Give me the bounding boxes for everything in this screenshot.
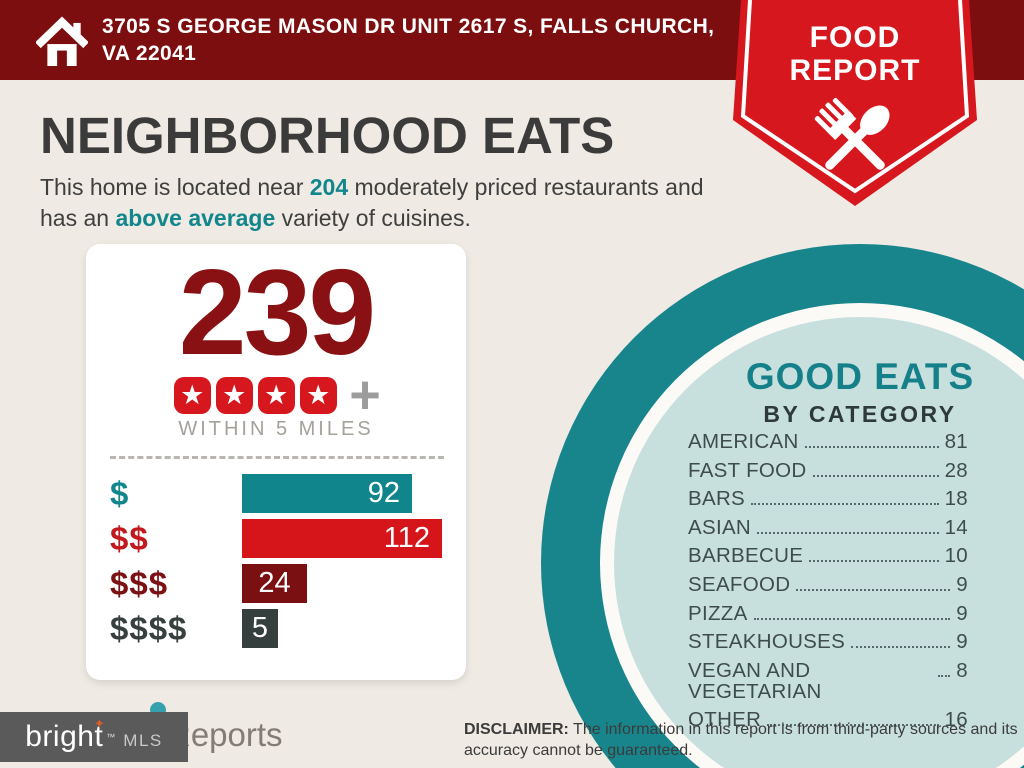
dotted-leader	[757, 531, 939, 534]
category-row: STEAKHOUSES 9	[688, 631, 968, 652]
price-tier-label: $$	[110, 519, 149, 557]
category-value: 9	[956, 572, 968, 596]
bar-value: 92	[367, 477, 400, 509]
disclaimer: DISCLAIMER: The information in this repo…	[464, 719, 1024, 761]
category-row: ASIAN 14	[688, 517, 968, 538]
brand-name: bright ✦	[25, 716, 106, 753]
address-line-1: 3705 S GEORGE MASON DR UNIT 2617 S, FALL…	[102, 15, 715, 38]
category-value: 14	[944, 515, 968, 539]
dotted-leader	[751, 503, 939, 506]
price-tier-label: $	[110, 474, 130, 512]
brightmls-logo: bright ✦ ™ MLS	[0, 712, 188, 762]
dotted-leader	[767, 724, 939, 727]
category-row: BARBECUE 10	[688, 545, 968, 566]
subtitle-mid: moderately priced restaurants and has an	[40, 174, 704, 231]
total-restaurant-count: 239	[178, 244, 377, 380]
brand-trademark: ™	[106, 732, 116, 742]
bar-value: 112	[383, 522, 430, 554]
star-icon: ★	[257, 376, 295, 414]
category-value: 9	[956, 630, 968, 654]
ribbon-line1: FOOD	[810, 21, 901, 54]
price-tier-label: $$$	[110, 564, 169, 602]
address-line-2: VA 22041	[102, 42, 197, 65]
summary-sentence: This home is located near 204 moderately…	[40, 172, 740, 234]
subtitle-pre: This home is located near	[40, 174, 310, 200]
category-row: PIZZA 9	[688, 603, 968, 624]
dotted-leader	[812, 474, 939, 477]
dotted-leader	[753, 617, 951, 620]
dotted-leader	[809, 560, 939, 563]
category-value: 10	[944, 544, 968, 568]
category-value: 28	[944, 458, 968, 482]
variety-rating: above average	[115, 205, 276, 231]
price-tier-label: $$$$	[110, 609, 188, 647]
category-label: STEAKHOUSES	[688, 630, 846, 654]
dotted-leader	[804, 446, 939, 448]
category-label: PIZZA	[688, 601, 748, 625]
disclaimer-text: The information in this report is from t…	[464, 721, 1018, 759]
food-report-ribbon: FOOD REPORT	[733, 0, 977, 206]
bar-row: $92	[110, 474, 442, 513]
bar-row: $$ 112	[110, 519, 442, 558]
star-icon: ★	[173, 376, 211, 414]
category-label: FAST FOOD	[688, 458, 807, 482]
good-eats-header: GOOD EATS BY CATEGORY	[660, 356, 1024, 428]
category-label: SEAFOOD	[688, 572, 791, 596]
ribbon-line2: REPORT	[789, 54, 920, 87]
page-title: NEIGHBORHOOD EATS	[40, 107, 615, 164]
category-label: VEGAN AND VEGETARIAN	[688, 658, 822, 703]
star-rating: ★ ★ ★ ★ +	[86, 364, 466, 425]
good-eats-inner-circle	[614, 317, 1024, 768]
star-icon: ★	[299, 376, 337, 414]
category-row: FAST FOOD 28	[688, 460, 968, 481]
category-row: SEAFOOD 9	[688, 574, 968, 595]
bar-value: 24	[258, 567, 291, 599]
category-row: VEGAN AND VEGETARIAN 8	[688, 660, 968, 702]
bar-row: $$$ 24	[110, 564, 442, 603]
brand-suffix: MLS	[123, 731, 163, 750]
price-tier-bar: 24	[242, 564, 307, 603]
category-row: AMERICAN 81	[688, 431, 968, 452]
category-label: AMERICAN	[688, 430, 799, 453]
category-value: 18	[944, 487, 968, 511]
dotted-leader	[938, 674, 951, 677]
category-label: ASIAN	[688, 515, 752, 539]
restaurant-summary-card: 239 ★ ★ ★ ★ + WITHIN 5 MILES $92 $$ 112 $$$ 24 $$…	[86, 244, 466, 680]
category-label: BARS	[688, 487, 746, 511]
category-list: AMERICAN 81 FAST FOOD 28 BARS 18 ASIAN 14 BARBEC…	[688, 431, 968, 738]
category-value: 16	[944, 708, 968, 732]
good-eats-title: GOOD EATS	[745, 356, 975, 397]
price-tier-bar: 92	[242, 474, 412, 513]
brand-spark-icon: ✦	[93, 716, 106, 731]
category-label: OTHER	[688, 708, 762, 732]
price-tier-bar-chart: $92 $$ 112 $$$ 24 $$$$ 5	[110, 474, 442, 654]
category-value: 8	[956, 658, 968, 682]
category-value: 81	[944, 430, 968, 453]
home-icon	[36, 16, 88, 66]
dotted-leader	[796, 588, 951, 591]
disclaimer-label: DISCLAIMER:	[464, 721, 569, 738]
restaurant-count: 204	[309, 174, 349, 200]
price-tier-bar: 112	[242, 519, 442, 558]
category-label: BARBECUE	[688, 544, 804, 568]
dashed-divider	[110, 456, 444, 459]
price-tier-bar: 5	[242, 609, 278, 648]
subtitle-post: variety of cuisines.	[275, 205, 471, 231]
bar-value: 5	[251, 612, 269, 644]
dotted-leader	[851, 646, 951, 649]
good-eats-subtitle: BY CATEGORY	[763, 401, 957, 427]
spoon-fork-icon	[814, 98, 890, 170]
category-value: 9	[956, 601, 968, 625]
category-row: BARS 18	[688, 488, 968, 509]
bar-row: $$$$ 5	[110, 609, 442, 648]
category-row: OTHER 16	[688, 709, 968, 730]
property-address: 3705 S GEORGE MASON DR UNIT 2617 S, FALL…	[102, 13, 742, 67]
star-icon: ★	[215, 376, 253, 414]
plus-icon: +	[349, 364, 381, 425]
radius-caption: WITHIN 5 MILES	[178, 418, 374, 440]
